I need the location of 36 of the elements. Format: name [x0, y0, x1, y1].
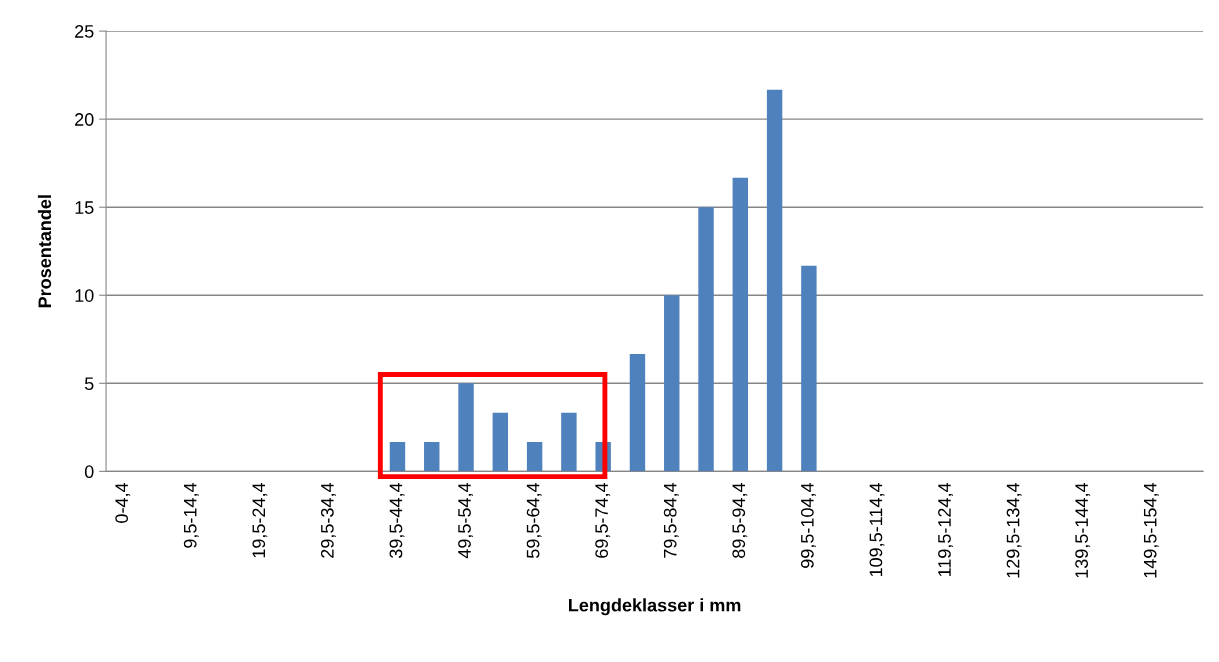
x-tick-label: 129,5-134,4: [1006, 482, 1022, 578]
bar: [526, 441, 543, 472]
x-tick-label: 99,5-104,4: [800, 482, 816, 568]
x-tick-label: 149,5-154,4: [1143, 482, 1159, 578]
bar: [801, 265, 817, 472]
bar: [458, 383, 474, 472]
x-tick-label: 39,5-44,4: [389, 482, 405, 559]
bar: [492, 412, 509, 472]
bar: [389, 441, 406, 472]
x-tick-label: 109,5-114,4: [869, 482, 885, 577]
bar: [766, 89, 783, 472]
bar: [424, 441, 440, 472]
x-tick-label: 79,5-84,4: [663, 482, 679, 558]
x-tick-label: 0-4,4: [115, 482, 131, 523]
x-tick-label: 89,5-94,4: [732, 482, 748, 558]
x-tick-label: 119,5-124,4: [938, 482, 953, 577]
x-tick-label: 59,5-64,4: [526, 482, 542, 559]
bar: [561, 412, 577, 472]
y-tick-label: 15: [75, 201, 94, 214]
x-axis-title: Lengdeklasser i mm: [569, 598, 741, 616]
x-tick-label: 29,5-34,4: [320, 482, 336, 558]
bar: [664, 295, 680, 472]
x-tick-label: 19,5-24,4: [252, 482, 268, 558]
x-tick-label: 49,5-54,4: [458, 482, 474, 559]
y-axis-title: Prosentandel: [37, 195, 52, 308]
bar: [698, 207, 714, 472]
bar: [732, 177, 749, 472]
y-tick-label: 5: [84, 377, 94, 391]
x-tick-label: 139,5-144,4: [1075, 482, 1091, 578]
y-tick-label: 25: [75, 25, 94, 38]
x-tick-label: 9,5-14,4: [183, 482, 199, 548]
y-tick-label: 10: [75, 289, 94, 302]
y-tick-label: 20: [75, 113, 94, 126]
bar: [629, 353, 646, 472]
x-tick-label: 69,5-74,4: [595, 482, 611, 558]
y-tick-label: 0: [84, 465, 94, 479]
